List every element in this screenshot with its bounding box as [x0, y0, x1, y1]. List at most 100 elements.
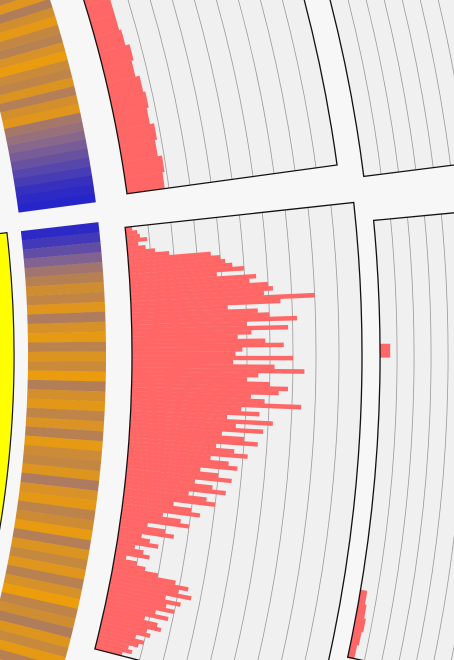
track-lower-bar: [122, 503, 201, 518]
heatmap-upper-cell: [9, 139, 88, 163]
heatmap-upper-cell: [0, 59, 70, 87]
track-outer-upper-gridline: [401, 0, 434, 168]
heatmap-lower-cell: [14, 518, 93, 541]
heatmap-lower-cell: [23, 444, 102, 462]
track-lower-bar: [129, 272, 217, 282]
heatmap-lower-cell: [20, 222, 100, 241]
track-lower-bar: [126, 464, 219, 478]
track-lower-bar: [131, 383, 289, 392]
track-upper-outline: [83, 0, 338, 195]
track-lower-bar: [131, 324, 289, 333]
track-lower-bar: [115, 549, 150, 560]
track-lower-bar: [111, 569, 176, 585]
heatmap-lower-cell: [0, 591, 78, 619]
track-lower-gridline: [257, 209, 294, 660]
heatmap-upper-cell: [0, 68, 73, 96]
track-outer-right-gridline: [398, 215, 432, 660]
heatmap-lower-cell: [25, 416, 105, 432]
heatmap-upper-cell: [0, 7, 56, 34]
track-upper-gridline: [281, 0, 317, 168]
track-lower-bar: [131, 355, 293, 361]
track-lower-bar: [128, 258, 226, 271]
track-lower-bar: [97, 633, 139, 648]
track-upper-bar: [102, 60, 136, 84]
track-lower-bar: [108, 584, 166, 600]
track-upper-gridline: [171, 0, 212, 183]
track-lower-bar: [96, 637, 129, 650]
track-lower-bar: [128, 445, 248, 459]
track-lower-bar: [131, 367, 305, 374]
track-lower-bar: [128, 437, 217, 448]
track-lower-bar: [130, 292, 315, 306]
track-lower-bar: [127, 245, 146, 251]
heatmap-lower-cell: [27, 311, 106, 325]
track-lower-bar: [117, 538, 159, 549]
track-lower-bar: [128, 441, 235, 454]
track-lower-bar: [129, 433, 258, 447]
heatmap-upper-cell: [12, 157, 91, 180]
track-outer-right-bar: [379, 343, 391, 358]
track-upper-bar: [98, 44, 134, 68]
track-lower-bar: [131, 379, 270, 387]
heatmap-lower-cell: [24, 435, 103, 452]
track-lower-bar: [122, 499, 192, 513]
heatmap-lower-cell: [21, 232, 101, 250]
track-lower-bar: [107, 588, 181, 607]
track-lower-bar: [125, 230, 138, 236]
track-lower-bar: [103, 607, 146, 621]
track-lower-bar: [124, 484, 189, 496]
track-lower-bar: [124, 488, 207, 502]
track-lower-bar: [126, 460, 201, 472]
track-lower-bar: [130, 406, 260, 417]
heatmap-upper-cell: [2, 103, 81, 130]
track-lower-bar: [128, 255, 221, 267]
heatmap-lower-cell: [23, 251, 103, 269]
track-lower-bar: [129, 266, 245, 278]
track-lower-bar: [130, 418, 236, 429]
track-lower-bar: [128, 262, 233, 275]
track-lower-bar: [98, 630, 145, 645]
track-upper-bar: [85, 0, 115, 22]
track-lower-bar: [113, 557, 138, 566]
track-lower-bar: [101, 618, 148, 633]
heatmap-lower-cell: [1, 582, 80, 610]
heatmap-lower-cell: [24, 426, 104, 442]
track-upper-bar: [122, 155, 165, 178]
track-lower-bar: [131, 305, 228, 313]
track-lower-bar: [109, 580, 192, 601]
track-upper-bar: [90, 14, 120, 37]
track-upper-bar: [94, 29, 126, 53]
heatmap-lower-cell: [22, 241, 102, 260]
track-lower-bar: [126, 468, 232, 484]
heatmap-upper-cell: [0, 42, 66, 69]
track-lower-bar: [131, 334, 238, 341]
heatmap-upper-cell: [0, 24, 61, 52]
track-lower-bar: [123, 495, 174, 506]
track-lower-bar: [127, 449, 211, 461]
heatmap-lower-cell: [0, 649, 39, 660]
track-lower-bar: [115, 545, 144, 555]
track-lower-bar: [131, 390, 251, 399]
heatmap-lower-cell: [24, 261, 104, 278]
track-lower-gridline: [304, 204, 340, 660]
track-lower-bar: [131, 375, 247, 382]
track-outer-right-bar: [350, 630, 362, 646]
track-lower-bar: [100, 622, 151, 638]
heatmap-lower-cell: [16, 500, 96, 521]
heatmap-lower-cell: [26, 301, 106, 315]
track-lower-bar: [131, 330, 252, 337]
heatmap-upper-cell: [14, 175, 94, 196]
track-lower-bar: [95, 641, 133, 655]
heatmap-lower-cell: [5, 564, 84, 590]
heatmap-upper-cell: [0, 50, 68, 78]
track-lower-bar: [131, 347, 243, 352]
track-lower-bar: [117, 534, 151, 544]
heatmap-lower-cell: [26, 398, 106, 412]
track-upper-bar: [106, 75, 144, 100]
heatmap-upper-cell: [0, 16, 58, 43]
track-upper-bar: [113, 107, 150, 131]
track-lower-bar: [129, 422, 264, 435]
heatmap-lower-cell: [0, 639, 66, 660]
